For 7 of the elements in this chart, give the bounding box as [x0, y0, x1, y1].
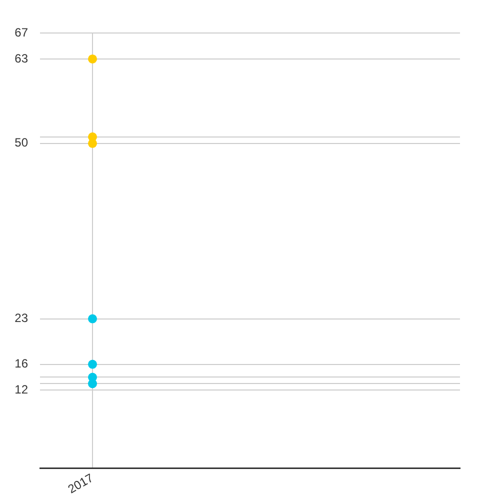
y-tick-label: 67 — [14, 25, 28, 40]
y-tick-label: 12 — [14, 382, 28, 397]
y-tick-label: 23 — [14, 311, 28, 326]
y-tick-label: 63 — [14, 51, 28, 66]
y-tick-label: 16 — [14, 356, 28, 371]
y-tick-label: 50 — [14, 136, 28, 150]
x-tick-label: 2017 — [66, 470, 96, 496]
